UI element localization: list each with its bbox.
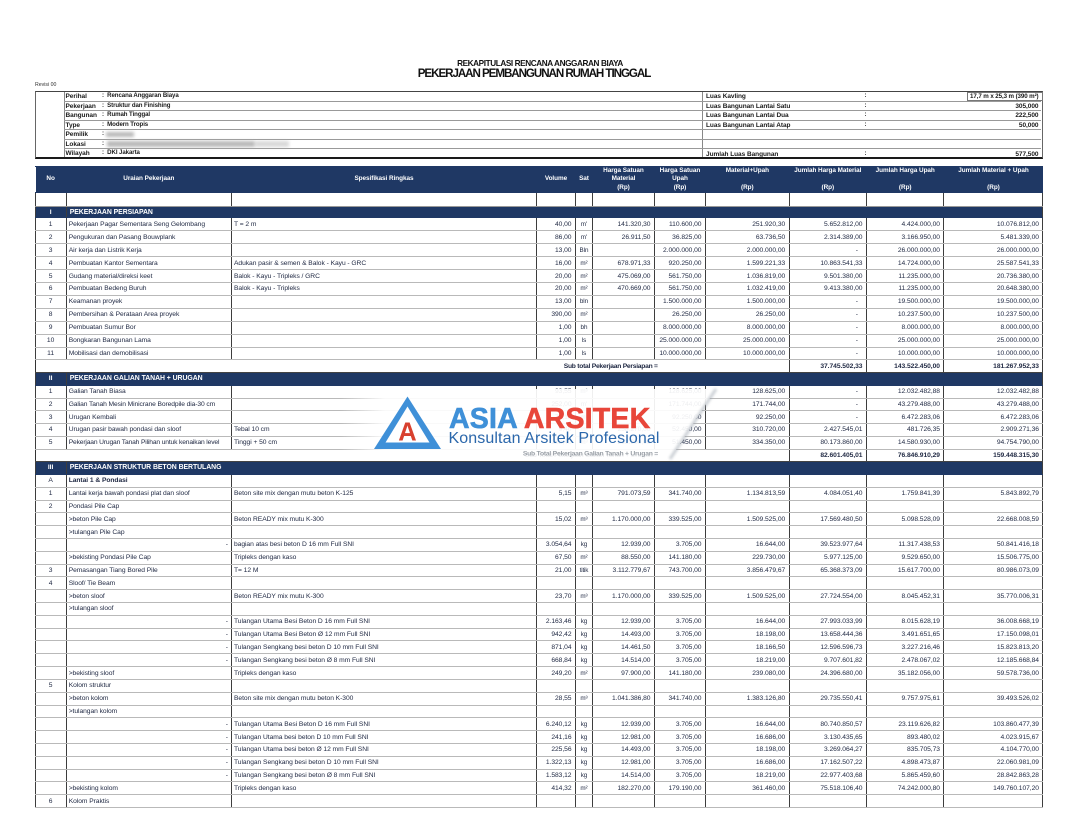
svg-text:Sub Total Pekerjaan Galian Tan: Sub Total Pekerjaan Galian Tanah + Uruga… bbox=[523, 451, 658, 458]
svg-text:A: A bbox=[398, 419, 416, 447]
svg-text:Konsultan Arsitek Profesional: Konsultan Arsitek Profesional bbox=[449, 430, 660, 447]
svg-text:ASIA ARSITEK: ASIA ARSITEK bbox=[449, 403, 651, 435]
